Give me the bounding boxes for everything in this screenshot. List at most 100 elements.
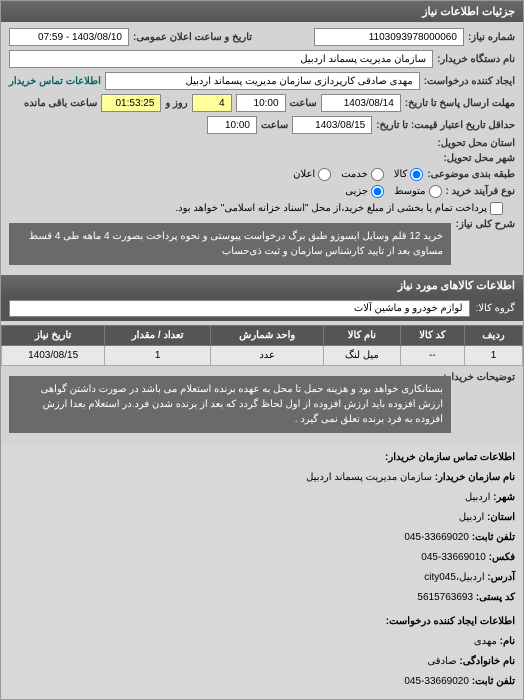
buyer-province-label: استان: bbox=[487, 512, 515, 523]
request-no-value: 1103093978000060 bbox=[314, 28, 464, 46]
price-validity-label: حداقل تاریخ اعتبار قیمت: تا تاریخ: bbox=[376, 120, 515, 131]
payment-note: پرداخت تمام یا بخشی از مبلغ خرید،از محل … bbox=[175, 203, 487, 214]
desc-label: شرح کلی نیاز: bbox=[455, 219, 515, 230]
table-row[interactable]: 1 -- میل لنگ عدد 1 1403/08/15 bbox=[2, 346, 523, 366]
td-row: 1 bbox=[465, 346, 523, 366]
main-content: شماره نیاز: 1103093978000060 تاریخ و ساع… bbox=[1, 22, 523, 275]
delivery-province-label: استان محل تحویل: bbox=[437, 138, 515, 149]
buyer-province: اردبیل bbox=[459, 512, 484, 523]
creator-name-label: نام: bbox=[500, 636, 515, 647]
buyer-address-label: آدرس: bbox=[487, 572, 515, 583]
radio-kala-input[interactable] bbox=[410, 168, 423, 181]
radio-kala-label: کالا bbox=[394, 169, 408, 180]
price-validity-date: 1403/08/15 bbox=[292, 116, 372, 134]
buyer-org-name-label: نام سازمان خریدار: bbox=[435, 472, 515, 483]
radio-alam-input[interactable] bbox=[318, 168, 331, 181]
contact-label[interactable]: اطلاعات تماس خریدار bbox=[9, 76, 101, 87]
table-header-row: ردیف کد کالا نام کالا واحد شمارش تعداد /… bbox=[2, 326, 523, 346]
row-desc: شرح کلی نیاز: خرید 12 قلم وسایل ایسوزو ط… bbox=[9, 219, 515, 265]
buyer-fax: 33669010-045 bbox=[421, 552, 486, 563]
subject-radio-group: کالا خدمت اعلان bbox=[293, 168, 423, 181]
radio-khadamat-label: خدمت bbox=[341, 169, 368, 180]
process-type-label: نوع فرآیند خرید : bbox=[446, 186, 515, 197]
radio-small[interactable]: جزیی bbox=[345, 185, 384, 198]
items-section-title: اطلاعات کالاهای مورد نیاز bbox=[1, 275, 523, 296]
row-deadline: مهلت ارسال پاسخ تا تاریخ: 1403/08/14 ساع… bbox=[9, 94, 515, 112]
creator-value: مهدی صادقی کارپردازی سازمان مدیریت پسمان… bbox=[105, 72, 420, 90]
remaining-time: 01:53:25 bbox=[101, 94, 161, 112]
row-process-type: نوع فرآیند خرید : متوسط جزیی پرداخت تمام… bbox=[9, 185, 515, 215]
td-unit: عدد bbox=[211, 346, 324, 366]
radio-mid[interactable]: متوسط bbox=[394, 185, 441, 198]
details-panel: جزئیات اطلاعات نیاز شماره نیاز: 11030939… bbox=[0, 0, 524, 700]
radio-small-label: جزیی bbox=[345, 186, 368, 197]
radio-alam[interactable]: اعلان bbox=[293, 168, 331, 181]
creator-name: مهدی bbox=[474, 636, 497, 647]
group-row: گروه کالا: لوازم خودرو و ماشین آلات bbox=[1, 296, 523, 321]
radio-small-input[interactable] bbox=[371, 185, 384, 198]
td-name: میل لنگ bbox=[324, 346, 401, 366]
buyer-address: اردبیل،city045 bbox=[424, 572, 484, 583]
th-unit: واحد شمارش bbox=[211, 326, 324, 346]
row-buyer-org: نام دستگاه خریدار: سازمان مدیریت پسماند … bbox=[9, 50, 515, 68]
payment-checkbox[interactable]: پرداخت تمام یا بخشی از مبلغ خرید،از محل … bbox=[175, 202, 503, 215]
th-name: نام کالا bbox=[324, 326, 401, 346]
buyer-notes-section: توضیحات خریدار: بستانکاری خواهد بود و هز… bbox=[1, 366, 523, 443]
remaining-label: ساعت باقی مانده bbox=[24, 98, 97, 109]
group-value: لوازم خودرو و ماشین آلات bbox=[9, 300, 470, 317]
row-delivery-city: شهر محل تحویل: bbox=[9, 153, 515, 164]
buyer-org-name: سازمان مدیریت پسماند اردبیل bbox=[306, 472, 432, 483]
buyer-phone: 33669020-045 bbox=[404, 532, 469, 543]
desc-text: خرید 12 قلم وسایل ایسوزو طبق برگ درخواست… bbox=[9, 223, 451, 265]
row-delivery-province: استان محل تحویل: bbox=[9, 138, 515, 149]
days-label: روز و bbox=[165, 98, 187, 109]
payment-checkbox-input[interactable] bbox=[490, 202, 503, 215]
announce-label: تاریخ و ساعت اعلان عمومی: bbox=[133, 32, 252, 43]
buyer-info-title: اطلاعات تماس سازمان خریدار: bbox=[385, 452, 515, 463]
radio-mid-label: متوسط bbox=[394, 186, 425, 197]
radio-khadamat[interactable]: خدمت bbox=[341, 168, 384, 181]
process-radio-group: متوسط جزیی bbox=[345, 185, 441, 198]
group-label: گروه کالا: bbox=[476, 303, 515, 314]
subject-type-label: طبقه بندی موضوعی: bbox=[427, 169, 515, 180]
creator-phone: 33669020-045 bbox=[404, 676, 469, 687]
buyer-postal: 5615763693 bbox=[417, 592, 473, 603]
row-buyer-notes: توضیحات خریدار: بستانکاری خواهد بود و هز… bbox=[9, 372, 515, 433]
creator-family: صادقی bbox=[427, 656, 456, 667]
buyer-city-label: شهر: bbox=[493, 492, 515, 503]
radio-khadamat-input[interactable] bbox=[371, 168, 384, 181]
radio-mid-input[interactable] bbox=[429, 185, 442, 198]
th-row: ردیف bbox=[465, 326, 523, 346]
buyer-notes-label: توضیحات خریدار: bbox=[455, 372, 515, 383]
deadline-date: 1403/08/14 bbox=[321, 94, 401, 112]
buyer-info-block: اطلاعات تماس سازمان خریدار: نام سازمان خ… bbox=[1, 443, 523, 699]
price-validity-time: 10:00 bbox=[207, 116, 257, 134]
time-label-2: ساعت bbox=[261, 120, 288, 131]
delivery-city-label: شهر محل تحویل: bbox=[443, 153, 515, 164]
creator-phone-label: تلفن ثابت: bbox=[472, 676, 515, 687]
th-date: تاریخ نیاز bbox=[2, 326, 105, 346]
panel-title: جزئیات اطلاعات نیاز bbox=[1, 1, 523, 22]
buyer-fax-label: فکس: bbox=[489, 552, 515, 563]
buyer-org-label: نام دستگاه خریدار: bbox=[437, 54, 515, 65]
row-price-validity: حداقل تاریخ اعتبار قیمت: تا تاریخ: 1403/… bbox=[9, 116, 515, 134]
creator-label: ایجاد کننده درخواست: bbox=[424, 76, 515, 87]
time-label-1: ساعت bbox=[290, 98, 317, 109]
items-table: ردیف کد کالا نام کالا واحد شمارش تعداد /… bbox=[1, 325, 523, 366]
buyer-postal-label: کد پستی: bbox=[476, 592, 515, 603]
announce-value: 1403/08/10 - 07:59 bbox=[9, 28, 129, 46]
td-code: -- bbox=[400, 346, 464, 366]
creator-info-title: اطلاعات ایجاد کننده درخواست: bbox=[386, 616, 515, 627]
td-date: 1403/08/15 bbox=[2, 346, 105, 366]
th-qty: تعداد / مقدار bbox=[105, 326, 211, 346]
row-creator: ایجاد کننده درخواست: مهدی صادقی کارپرداز… bbox=[9, 72, 515, 90]
request-no-label: شماره نیاز: bbox=[468, 32, 515, 43]
radio-alam-label: اعلان bbox=[293, 169, 315, 180]
row-request-no: شماره نیاز: 1103093978000060 تاریخ و ساع… bbox=[9, 28, 515, 46]
radio-kala[interactable]: کالا bbox=[394, 168, 424, 181]
buyer-city: اردبیل bbox=[465, 492, 490, 503]
th-code: کد کالا bbox=[400, 326, 464, 346]
buyer-org-value: سازمان مدیریت پسماند اردبیل bbox=[9, 50, 433, 68]
deadline-label: مهلت ارسال پاسخ تا تاریخ: bbox=[405, 98, 515, 109]
buyer-phone-label: تلفن ثابت: bbox=[472, 532, 515, 543]
